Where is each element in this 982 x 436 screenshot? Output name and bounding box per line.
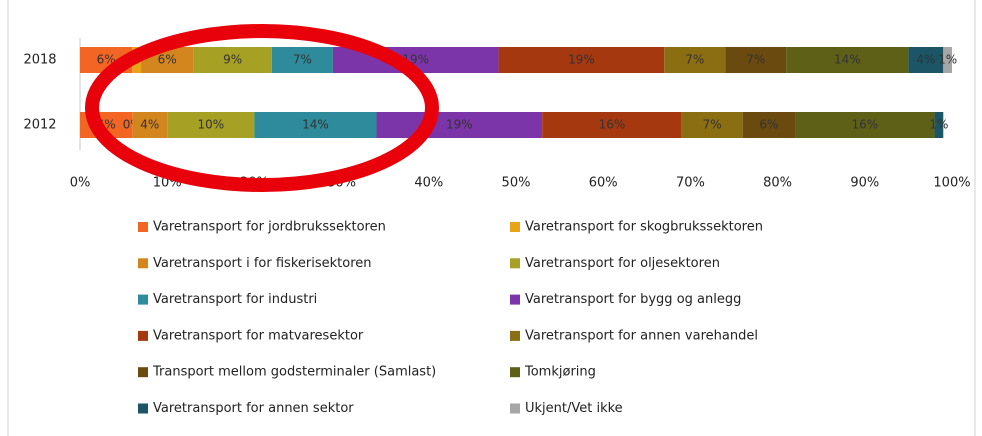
- bar-segment: [908, 47, 944, 73]
- x-tick-label: 50%: [502, 176, 531, 191]
- bar-segment: [742, 112, 796, 138]
- bar-segment: [376, 112, 543, 138]
- highlight-ellipse: [85, 24, 439, 192]
- y-tick-label: 2012: [23, 118, 56, 133]
- segment-label: 1%: [938, 53, 957, 67]
- legend-label: Varetransport i for fiskerisektoren: [153, 256, 372, 271]
- segment-label: 7%: [685, 53, 704, 67]
- segment-label: 7%: [293, 53, 312, 67]
- bar-segment: [271, 47, 333, 73]
- legend-label: Ukjent/Vet ikke: [525, 401, 623, 416]
- bar-segment: [167, 112, 255, 138]
- segment-label: 4%: [916, 53, 935, 67]
- legend-label: Varetransport for skogbrukssektoren: [525, 220, 763, 235]
- bar-segment: [725, 47, 787, 73]
- segment-label: 6%: [97, 53, 116, 67]
- legend-swatch: [510, 258, 520, 269]
- legend-label: Varetransport for industri: [153, 292, 317, 307]
- bar-segment: [786, 47, 909, 73]
- legend-label: Transport mellom godsterminaler (Samlast…: [152, 365, 436, 380]
- segment-label: 16%: [851, 118, 878, 132]
- x-tick-label: 0%: [70, 176, 91, 191]
- bar-segment: [542, 112, 682, 138]
- x-tick-label: 60%: [589, 176, 618, 191]
- legend-swatch: [510, 367, 520, 378]
- segment-label: 6%: [759, 118, 778, 132]
- legend-swatch: [138, 330, 148, 341]
- segment-label: 14%: [834, 53, 861, 67]
- x-tick-label: 70%: [676, 176, 705, 191]
- segment-label: 10%: [197, 118, 224, 132]
- segment-label: 19%: [446, 118, 473, 132]
- legend-swatch: [138, 222, 148, 232]
- legend-swatch: [138, 367, 148, 378]
- segment-label: 6%: [158, 53, 177, 67]
- legend-swatch: [510, 294, 520, 305]
- legend-label: Varetransport for oljesektoren: [525, 256, 720, 271]
- legend-swatch: [510, 330, 520, 341]
- legend-label: Varetransport for bygg og anlegg: [525, 292, 741, 307]
- bar-segment: [681, 112, 743, 138]
- segment-label: 19%: [568, 53, 595, 67]
- y-tick-label: 2018: [23, 53, 56, 68]
- legend-swatch: [510, 222, 520, 232]
- bar-segment: [498, 47, 665, 73]
- legend-label: Varetransport for annen varehandel: [525, 328, 758, 343]
- bar-segment: [943, 47, 952, 73]
- bar-segment: [795, 112, 935, 138]
- segment-label: 14%: [302, 118, 329, 132]
- legend-label: Varetransport for jordbrukssektoren: [153, 220, 386, 235]
- x-tick-label: 40%: [414, 176, 443, 191]
- segment-label: 9%: [223, 53, 242, 67]
- bar-segment: [132, 112, 168, 138]
- legend-swatch: [138, 294, 148, 305]
- bar-segment: [664, 47, 726, 73]
- legend-label: Varetransport for matvaresektor: [153, 328, 364, 343]
- bar-segment: [934, 112, 944, 138]
- segment-label: 16%: [599, 118, 626, 132]
- segment-label: 7%: [746, 53, 765, 67]
- segment-label: 7%: [703, 118, 722, 132]
- bar-segment: [254, 112, 377, 138]
- legend-swatch: [510, 403, 520, 414]
- legend-label: Tomkjøring: [524, 365, 596, 380]
- legend-label: Varetransport for annen sektor: [153, 401, 354, 416]
- legend-swatch: [138, 403, 148, 414]
- x-tick-label: 90%: [850, 176, 879, 191]
- x-tick-label: 80%: [763, 176, 792, 191]
- segment-label: 4%: [140, 118, 159, 132]
- bar-segment: [193, 47, 272, 73]
- x-tick-label: 100%: [933, 176, 970, 191]
- segment-label: 1%: [929, 118, 948, 132]
- legend-swatch: [138, 258, 148, 269]
